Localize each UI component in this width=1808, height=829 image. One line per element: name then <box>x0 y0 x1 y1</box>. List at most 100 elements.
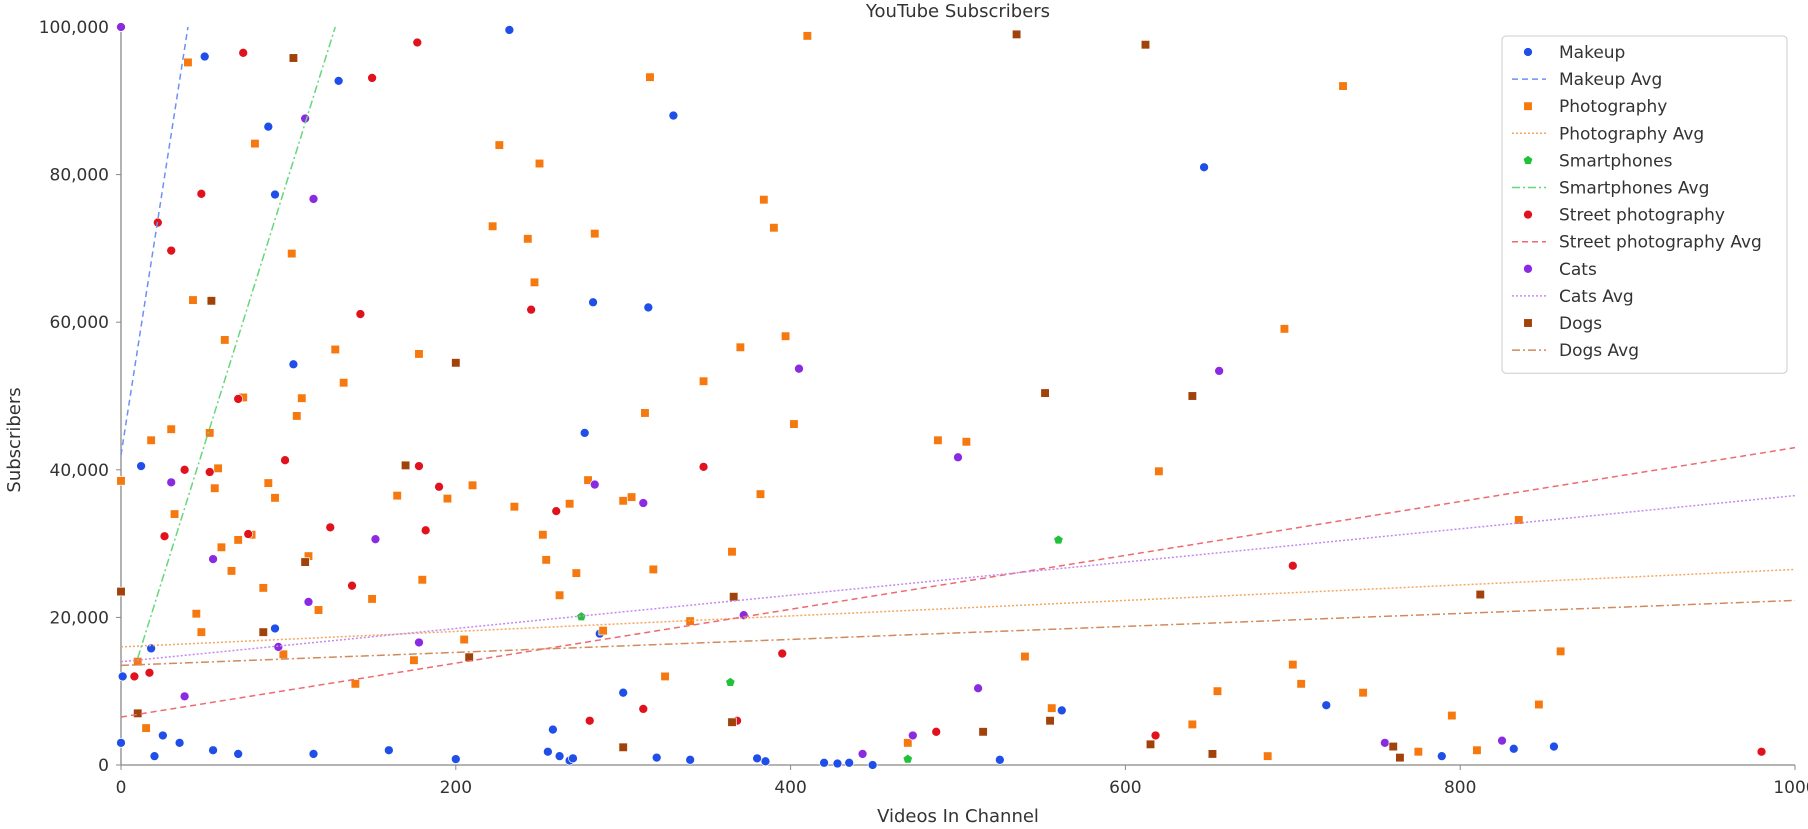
x-axis-label: Videos In Channel <box>877 806 1039 825</box>
makeup-point <box>308 749 319 759</box>
legend-label-makeup: Makeup <box>1559 43 1625 63</box>
cats-point <box>638 498 649 508</box>
photography-point <box>233 535 243 545</box>
makeup-point <box>543 746 553 757</box>
photography-point <box>1358 688 1368 698</box>
dogs-point <box>258 627 268 637</box>
makeup-point <box>208 745 218 756</box>
cats-point <box>1380 738 1390 748</box>
dogs-point <box>1140 40 1151 50</box>
legend-marker-dogs <box>1523 318 1533 328</box>
y-tick-label: 60,000 <box>50 313 109 333</box>
makeup-point <box>270 623 280 634</box>
photography-point <box>1413 747 1424 757</box>
photography-point <box>116 476 126 486</box>
trend-lines <box>120 26 1796 718</box>
makeup-point <box>1056 705 1067 716</box>
photography-point <box>367 594 377 604</box>
makeup-point <box>333 76 344 86</box>
makeup-point <box>994 754 1005 765</box>
street-photography-point <box>280 455 290 466</box>
photography-point <box>640 408 650 418</box>
cats-point <box>370 534 381 545</box>
photography-point <box>220 335 230 345</box>
photography-point <box>297 393 307 403</box>
street-photography-point <box>414 461 424 471</box>
makeup-point <box>819 757 829 768</box>
photography-point <box>1187 719 1198 730</box>
cats-point <box>857 749 868 759</box>
legend-box <box>1501 35 1788 374</box>
dogs-point <box>1388 741 1398 752</box>
photography-point <box>258 583 268 593</box>
makeup-point <box>760 756 771 767</box>
cats-point <box>273 642 284 652</box>
smartphones-point <box>902 753 913 764</box>
legend-marker-makeup <box>1523 47 1533 57</box>
makeup-point <box>1199 162 1209 173</box>
photography-point <box>409 655 419 665</box>
photography-point <box>1288 659 1298 670</box>
photography-point <box>759 195 769 205</box>
cats-point <box>179 691 190 702</box>
makeup-point <box>618 687 629 698</box>
legend-marker-street-photography <box>1523 209 1533 220</box>
data-points <box>116 22 1767 770</box>
y-tick-label: 0 <box>98 756 109 776</box>
street-photography-point <box>144 667 155 678</box>
photography-point <box>1263 751 1273 761</box>
makeup-point <box>844 757 855 768</box>
photography-point <box>1047 703 1057 713</box>
makeup-point <box>579 428 590 438</box>
photography-point <box>583 475 593 485</box>
makeup-point <box>588 297 598 308</box>
y-tick-label: 40,000 <box>50 461 109 481</box>
y-axis-label: Subscribers <box>4 387 25 492</box>
cats-point <box>414 637 424 648</box>
legend-marker-cats <box>1523 263 1533 274</box>
photography-point <box>1472 745 1482 755</box>
photography-point <box>210 483 220 493</box>
chart-title: YouTube Subscribers <box>865 1 1050 22</box>
photography-point <box>414 349 424 359</box>
cats-point <box>589 479 600 490</box>
legend-label-makeup-avg: Makeup Avg <box>1559 70 1662 90</box>
makeup-point <box>149 751 160 761</box>
cats-point <box>953 452 963 463</box>
photography-point <box>1154 466 1164 476</box>
cats-avg-line <box>120 494 1796 663</box>
photography-point <box>330 344 340 355</box>
street-photography-point <box>159 531 170 542</box>
makeup-point <box>504 25 515 35</box>
makeup-point <box>651 752 662 763</box>
photography-point <box>698 376 709 386</box>
dogs-point <box>400 460 411 471</box>
dogs-point <box>1145 739 1156 749</box>
street-photography-point <box>526 304 536 315</box>
smartphones-avg-line <box>137 26 336 659</box>
photography-point <box>1296 679 1306 689</box>
legend-label-street-photography: Street photography <box>1559 206 1725 226</box>
photography-point <box>213 463 223 473</box>
legend-label-cats-avg: Cats Avg <box>1559 287 1634 307</box>
makeup-point <box>1321 700 1332 711</box>
x-tick-label: 200 <box>440 778 472 798</box>
dogs-point <box>1045 716 1055 726</box>
cats-point <box>303 597 314 607</box>
photography-point <box>350 679 361 689</box>
photography-point <box>1212 686 1223 696</box>
street-photography-point <box>129 671 140 682</box>
photography-point <box>196 627 207 637</box>
x-tick-label: 600 <box>1109 778 1141 798</box>
photography-point <box>494 140 504 150</box>
makeup-point <box>158 730 168 741</box>
photography-point <box>226 566 237 576</box>
dogs-point <box>727 717 737 727</box>
street-photography-point <box>367 73 377 83</box>
cats-point <box>116 22 126 32</box>
dogs-point <box>1011 29 1022 40</box>
makeup-point <box>668 110 679 121</box>
makeup-point <box>136 461 146 471</box>
y-tick-label: 100,000 <box>39 18 109 38</box>
